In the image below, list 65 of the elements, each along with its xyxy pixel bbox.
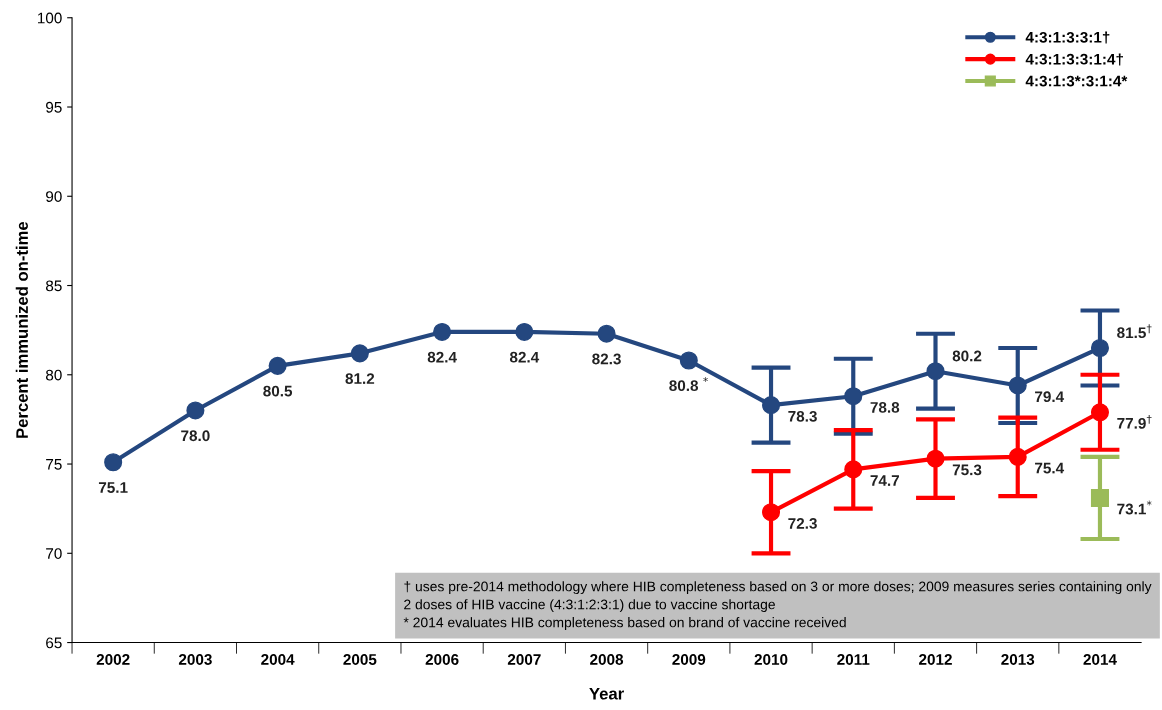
x-tick-label: 2004 <box>261 654 295 665</box>
point <box>1008 376 1027 395</box>
y-tick-label: 65 <box>46 637 62 649</box>
x-tick-label: 2006 <box>425 654 459 665</box>
x-tick-label: 2013 <box>1001 654 1035 665</box>
data-label: 75.1 <box>98 482 128 493</box>
point <box>1090 403 1109 422</box>
point <box>679 351 698 370</box>
x-tick-label: 2005 <box>343 654 377 665</box>
x-tick-label: 2010 <box>754 654 788 665</box>
point <box>844 460 863 479</box>
point <box>350 344 369 363</box>
data-label: 82.3 <box>592 353 621 365</box>
legend-label: 4:3:1:3:3:1:4† <box>1025 53 1123 66</box>
point <box>186 401 205 420</box>
data-label: 80.8 $^{*}$ <box>669 377 708 392</box>
point <box>1090 488 1109 507</box>
data-label: 81.5$^{†}$ <box>1117 324 1152 339</box>
point <box>762 503 781 522</box>
point <box>926 449 945 468</box>
data-label: 79.4 <box>1035 391 1065 403</box>
data-label: 78.0 <box>181 430 210 442</box>
data-label: 82.4 <box>427 351 457 363</box>
y-tick-label: 70 <box>46 548 62 559</box>
data-label: 81.2 <box>345 373 375 385</box>
data-label: 75.4 <box>1035 462 1065 474</box>
x-tick-label: 2008 <box>590 654 624 665</box>
point <box>1008 447 1027 466</box>
data-label: 75.3 <box>952 464 982 476</box>
y-tick-label: 75 <box>46 459 62 470</box>
point <box>597 324 616 343</box>
point <box>762 396 781 415</box>
legend-label: 4:3:1:3*:3:1:4* <box>1025 75 1128 87</box>
point <box>844 387 863 406</box>
data-label: 74.7 <box>870 475 899 486</box>
data-label: 77.9$^{†}$ <box>1117 414 1152 429</box>
data-label: 78.8 <box>870 401 900 413</box>
point <box>1090 338 1109 358</box>
data-label: 80.2 <box>952 350 982 362</box>
y-tick-label: 80 <box>45 369 62 381</box>
x-tick-label: 2014 <box>1083 654 1117 665</box>
x-tick-label: 2003 <box>178 654 212 665</box>
x-axis-title: Year <box>589 687 624 700</box>
data-label: 82.4 <box>509 351 540 363</box>
y-tick-label: 95 <box>46 101 62 113</box>
legend-label: 4:3:1:3:3:1† <box>1025 31 1110 44</box>
x-tick-label: 2009 <box>672 654 706 665</box>
x-tick-label: 2002 <box>96 654 130 665</box>
data-label: 72.3 <box>788 518 817 529</box>
x-tick-label: 2011 <box>837 654 870 665</box>
y-tick-label: 90 <box>46 191 62 202</box>
data-label: 80.5 <box>263 385 293 397</box>
point <box>926 362 945 381</box>
x-tick-label: 2007 <box>507 654 541 665</box>
annotation: † uses pre-2014 methodology where HIB completeness based on 3 or more doses; 2009 measures series containing only 2 doses of HIB vaccine (4:3:1:2:3:1) due to vaccine shortage * 2014 evaluates HIB completeness based on brand of vaccine received <box>403 581 1152 631</box>
y-tick-label: 100 <box>38 12 62 24</box>
data-label: 73.1$^{*}$ <box>1117 500 1152 515</box>
y-tick-label: 85 <box>45 280 62 292</box>
point <box>268 356 287 375</box>
y-axis-title: Percent immunized on-time <box>15 221 28 438</box>
data-label: 78.3 <box>788 410 817 422</box>
x-tick-label: 2012 <box>919 654 952 665</box>
point <box>515 322 534 341</box>
point <box>104 453 123 472</box>
point <box>433 322 452 341</box>
